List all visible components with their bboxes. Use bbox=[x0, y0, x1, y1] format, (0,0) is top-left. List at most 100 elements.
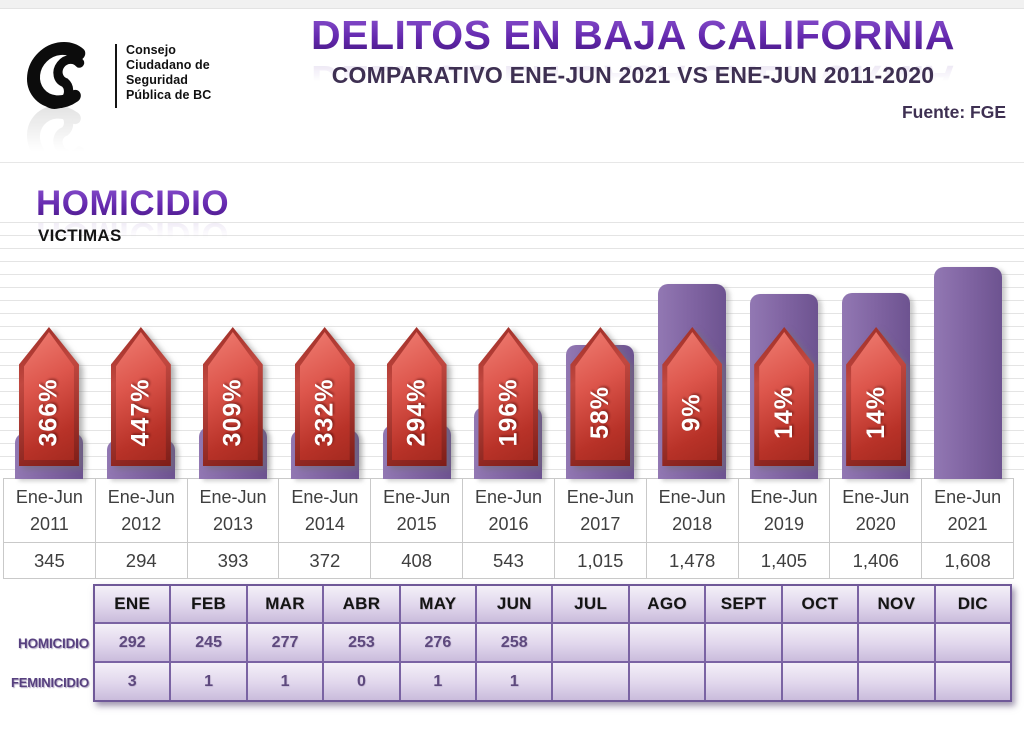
org-line: Ciudadano de bbox=[126, 58, 210, 72]
axis-category-cell: Ene-Jun 2016 bbox=[463, 479, 554, 542]
month-value-cell: 1 bbox=[171, 663, 246, 700]
month-header-cell: DIC bbox=[935, 586, 1010, 622]
increase-arrow-label: 366% bbox=[19, 365, 79, 460]
percent-label: 9% bbox=[677, 393, 706, 432]
logo-reflection bbox=[14, 100, 264, 174]
chart-column: 294% bbox=[371, 222, 463, 479]
month-value-cell bbox=[782, 624, 858, 661]
page-title: DELITOS EN BAJA CALIFORNIA bbox=[255, 13, 1011, 57]
month-value-cell bbox=[629, 624, 705, 661]
month-value-cell: 245 bbox=[171, 624, 246, 661]
chart-column: 58% bbox=[554, 222, 646, 479]
percent-label: 447% bbox=[126, 378, 155, 447]
month-header-cell: ENE bbox=[95, 586, 170, 622]
table-row-label-feminicidio: FEMINICIDIO bbox=[11, 675, 89, 690]
increase-arrow: 294% bbox=[386, 327, 447, 466]
month-header-cell: ABR bbox=[324, 586, 399, 622]
month-header-cell: JUN bbox=[477, 586, 552, 622]
increase-arrow-label: 332% bbox=[295, 365, 355, 460]
axis-value-cell: 408 bbox=[371, 543, 463, 578]
month-value-cell bbox=[935, 663, 1010, 700]
month-header-cell: MAR bbox=[247, 586, 323, 622]
increase-arrow-label: 58% bbox=[570, 365, 630, 460]
month-value-cell: 253 bbox=[324, 624, 399, 661]
month-header-cell: MAY bbox=[400, 586, 476, 622]
increase-arrow: 447% bbox=[110, 327, 171, 466]
axis-category-cell: Ene-Jun 2011 bbox=[4, 479, 95, 542]
axis-value-cell: 1,478 bbox=[646, 543, 738, 578]
homicide-bar bbox=[934, 267, 1003, 479]
axis-value-cell: 393 bbox=[187, 543, 279, 578]
monthly-table: ENE FEB MAR ABR MAY JUN JUL AGO SEPT OCT NOV DIC 292… bbox=[93, 584, 1012, 702]
month-header-cell: AGO bbox=[629, 586, 705, 622]
percent-label: 196% bbox=[493, 378, 522, 447]
ccsp-logo-mark bbox=[27, 42, 86, 109]
percent-label: 366% bbox=[34, 378, 63, 447]
month-header-cell: FEB bbox=[171, 586, 246, 622]
axis-value-cell: 1,015 bbox=[554, 543, 646, 578]
axis-category-cell: Ene-Jun 2015 bbox=[371, 479, 463, 542]
chart-column: 447% bbox=[95, 222, 187, 479]
axis-value-cell: 345 bbox=[4, 543, 95, 578]
axis-value-cell: 294 bbox=[95, 543, 187, 578]
increase-arrow-label: 14% bbox=[846, 365, 906, 460]
month-value-cell: 3 bbox=[95, 663, 170, 700]
month-value-cell: 258 bbox=[477, 624, 552, 661]
increase-arrow-label: 9% bbox=[662, 365, 722, 460]
axis-category-cell: Ene-Jun 2017 bbox=[554, 479, 646, 542]
percent-label: 58% bbox=[585, 385, 614, 440]
axis-category-cell: Ene-Jun 2021 bbox=[922, 479, 1013, 542]
increase-arrow: 309% bbox=[202, 327, 263, 466]
page-subtitle: COMPARATIVO ENE-JUN 2021 VS ENE-JUN 2011… bbox=[331, 62, 935, 89]
table-row-label-homicidio: HOMICIDIO bbox=[18, 636, 89, 651]
month-header-cell: SEPT bbox=[706, 586, 781, 622]
section-heading: HOMICIDIO HOMICIDIO bbox=[36, 184, 336, 254]
month-value-cell: 1 bbox=[477, 663, 552, 700]
month-value-cell bbox=[859, 624, 934, 661]
header-titles: DELITOS EN BAJA CALIFORNIA DELITOS EN BA… bbox=[255, 13, 1011, 103]
axis-table: Ene-Jun 2011 Ene-Jun 2012 Ene-Jun 2013 Ene-Jun… bbox=[3, 478, 1014, 579]
chart-column: 366% bbox=[3, 222, 95, 479]
percent-label: 294% bbox=[402, 378, 431, 447]
month-header-cell: OCT bbox=[782, 586, 858, 622]
ccsp-logo: Consejo Ciudadano de Seguridad Pública d… bbox=[14, 40, 264, 174]
month-value-cell bbox=[553, 663, 628, 700]
chart-column: 9% bbox=[646, 222, 738, 479]
chart-column bbox=[922, 222, 1014, 479]
source-label: Fuente: FGE bbox=[901, 102, 1006, 122]
month-value-cell bbox=[706, 663, 781, 700]
org-name: Consejo Ciudadano de Seguridad Pública d… bbox=[126, 40, 211, 103]
month-value-cell: 292 bbox=[95, 624, 170, 661]
gridline bbox=[0, 162, 1024, 163]
axis-value-cell: 543 bbox=[463, 543, 554, 578]
increase-arrow-label: 447% bbox=[111, 365, 171, 460]
chart-column: 14% bbox=[738, 222, 830, 479]
chart-column: 309% bbox=[187, 222, 279, 479]
increase-arrow-label: 294% bbox=[387, 365, 447, 460]
axis-value-cell: 1,608 bbox=[922, 543, 1013, 578]
axis-value-cell: 372 bbox=[279, 543, 371, 578]
section-subtitle: VICTIMAS bbox=[38, 226, 122, 245]
percent-label: 332% bbox=[310, 378, 339, 447]
percent-label: 14% bbox=[861, 385, 890, 440]
increase-arrow-label: 14% bbox=[754, 365, 814, 460]
chart-column: 196% bbox=[463, 222, 555, 479]
increase-arrow-label: 309% bbox=[203, 365, 263, 460]
section-title: HOMICIDIO bbox=[36, 184, 336, 224]
top-strip bbox=[0, 0, 1024, 9]
axis-category-cell: Ene-Jun 2014 bbox=[279, 479, 371, 542]
increase-arrow: 14% bbox=[846, 327, 907, 466]
axis-category-cell: Ene-Jun 2019 bbox=[738, 479, 830, 542]
axis-value-cell: 1,406 bbox=[830, 543, 922, 578]
month-value-cell bbox=[859, 663, 934, 700]
month-value-cell: 276 bbox=[400, 624, 476, 661]
axis-category-cell: Ene-Jun 2018 bbox=[646, 479, 738, 542]
org-line: Consejo bbox=[126, 43, 177, 57]
org-line: Pública de BC bbox=[126, 88, 212, 102]
logo-divider bbox=[115, 44, 117, 108]
month-header-cell: NOV bbox=[859, 586, 934, 622]
increase-arrow: 196% bbox=[478, 327, 539, 466]
chart-column: 332% bbox=[279, 222, 371, 479]
percent-label: 14% bbox=[769, 385, 798, 440]
